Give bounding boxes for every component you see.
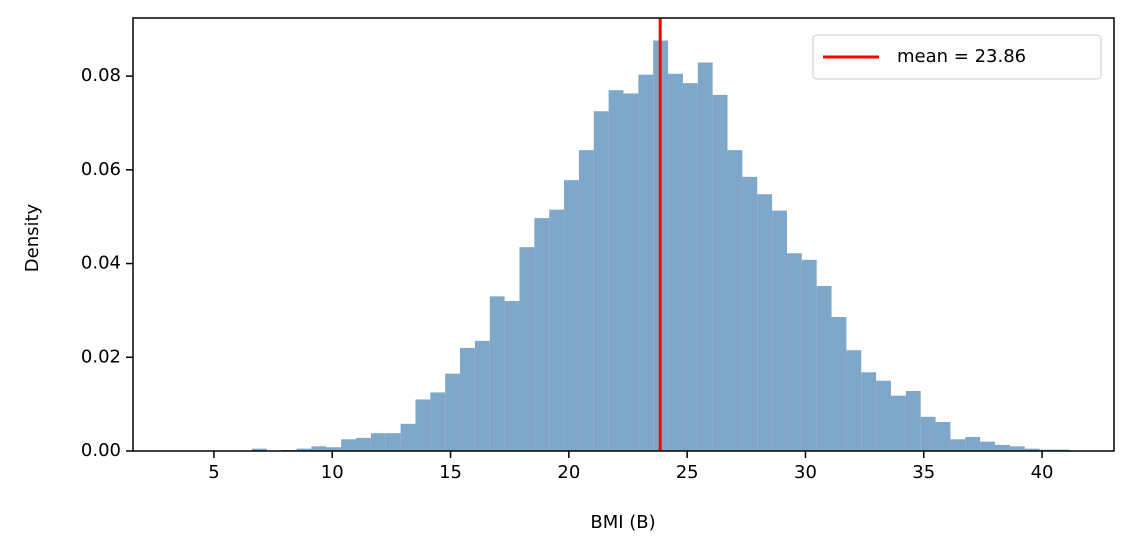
bar xyxy=(579,150,594,451)
bar xyxy=(802,260,817,451)
bar xyxy=(980,442,995,451)
bar xyxy=(356,438,371,451)
bar xyxy=(787,253,802,451)
bar xyxy=(950,439,965,451)
bar xyxy=(430,392,445,451)
y-tick-label: 0.06 xyxy=(81,159,121,180)
bar xyxy=(965,437,980,451)
bar xyxy=(876,381,891,451)
bar xyxy=(445,374,460,451)
bar xyxy=(564,180,579,451)
y-tick-label: 0.04 xyxy=(81,253,121,274)
x-tick-label: 15 xyxy=(439,462,462,483)
legend-label: mean = 23.86 xyxy=(897,46,1026,67)
bar xyxy=(534,218,549,451)
bar xyxy=(415,399,430,451)
x-tick-label: 35 xyxy=(912,462,935,483)
bar xyxy=(861,372,876,451)
bar xyxy=(401,424,416,451)
x-tick-label: 25 xyxy=(676,462,699,483)
bar xyxy=(742,177,757,451)
bar xyxy=(505,301,520,451)
bar xyxy=(638,75,653,451)
bar xyxy=(728,150,743,451)
y-tick-label: 0.08 xyxy=(81,65,121,86)
bar xyxy=(460,348,475,451)
bar xyxy=(341,439,356,451)
bar xyxy=(817,286,832,451)
bar xyxy=(371,433,386,451)
bar xyxy=(549,210,564,451)
bar xyxy=(891,396,906,451)
x-axis-label: BMI (B) xyxy=(590,512,655,533)
bar xyxy=(936,422,951,451)
x-tick-label: 30 xyxy=(794,462,817,483)
bar xyxy=(594,111,609,451)
x-tick-label: 5 xyxy=(208,462,219,483)
y-tick-label: 0.02 xyxy=(81,346,121,367)
bar xyxy=(846,350,861,451)
bar xyxy=(668,74,683,451)
x-tick-label: 20 xyxy=(557,462,580,483)
bar xyxy=(713,95,728,451)
bar xyxy=(490,296,505,451)
bar xyxy=(772,211,787,451)
bar xyxy=(624,93,639,451)
x-tick-label: 40 xyxy=(1031,462,1054,483)
bar xyxy=(832,317,847,451)
y-tick-label: 0.00 xyxy=(81,440,121,461)
bar xyxy=(386,433,401,451)
bar xyxy=(906,391,921,451)
bar xyxy=(519,247,534,451)
bar xyxy=(475,341,490,451)
bar xyxy=(683,83,698,451)
bar xyxy=(921,417,936,451)
bar xyxy=(757,194,772,451)
bar xyxy=(995,445,1010,451)
x-tick-label: 10 xyxy=(321,462,344,483)
bar xyxy=(609,90,624,451)
bar xyxy=(698,63,713,451)
y-axis-label: Density xyxy=(22,203,43,272)
